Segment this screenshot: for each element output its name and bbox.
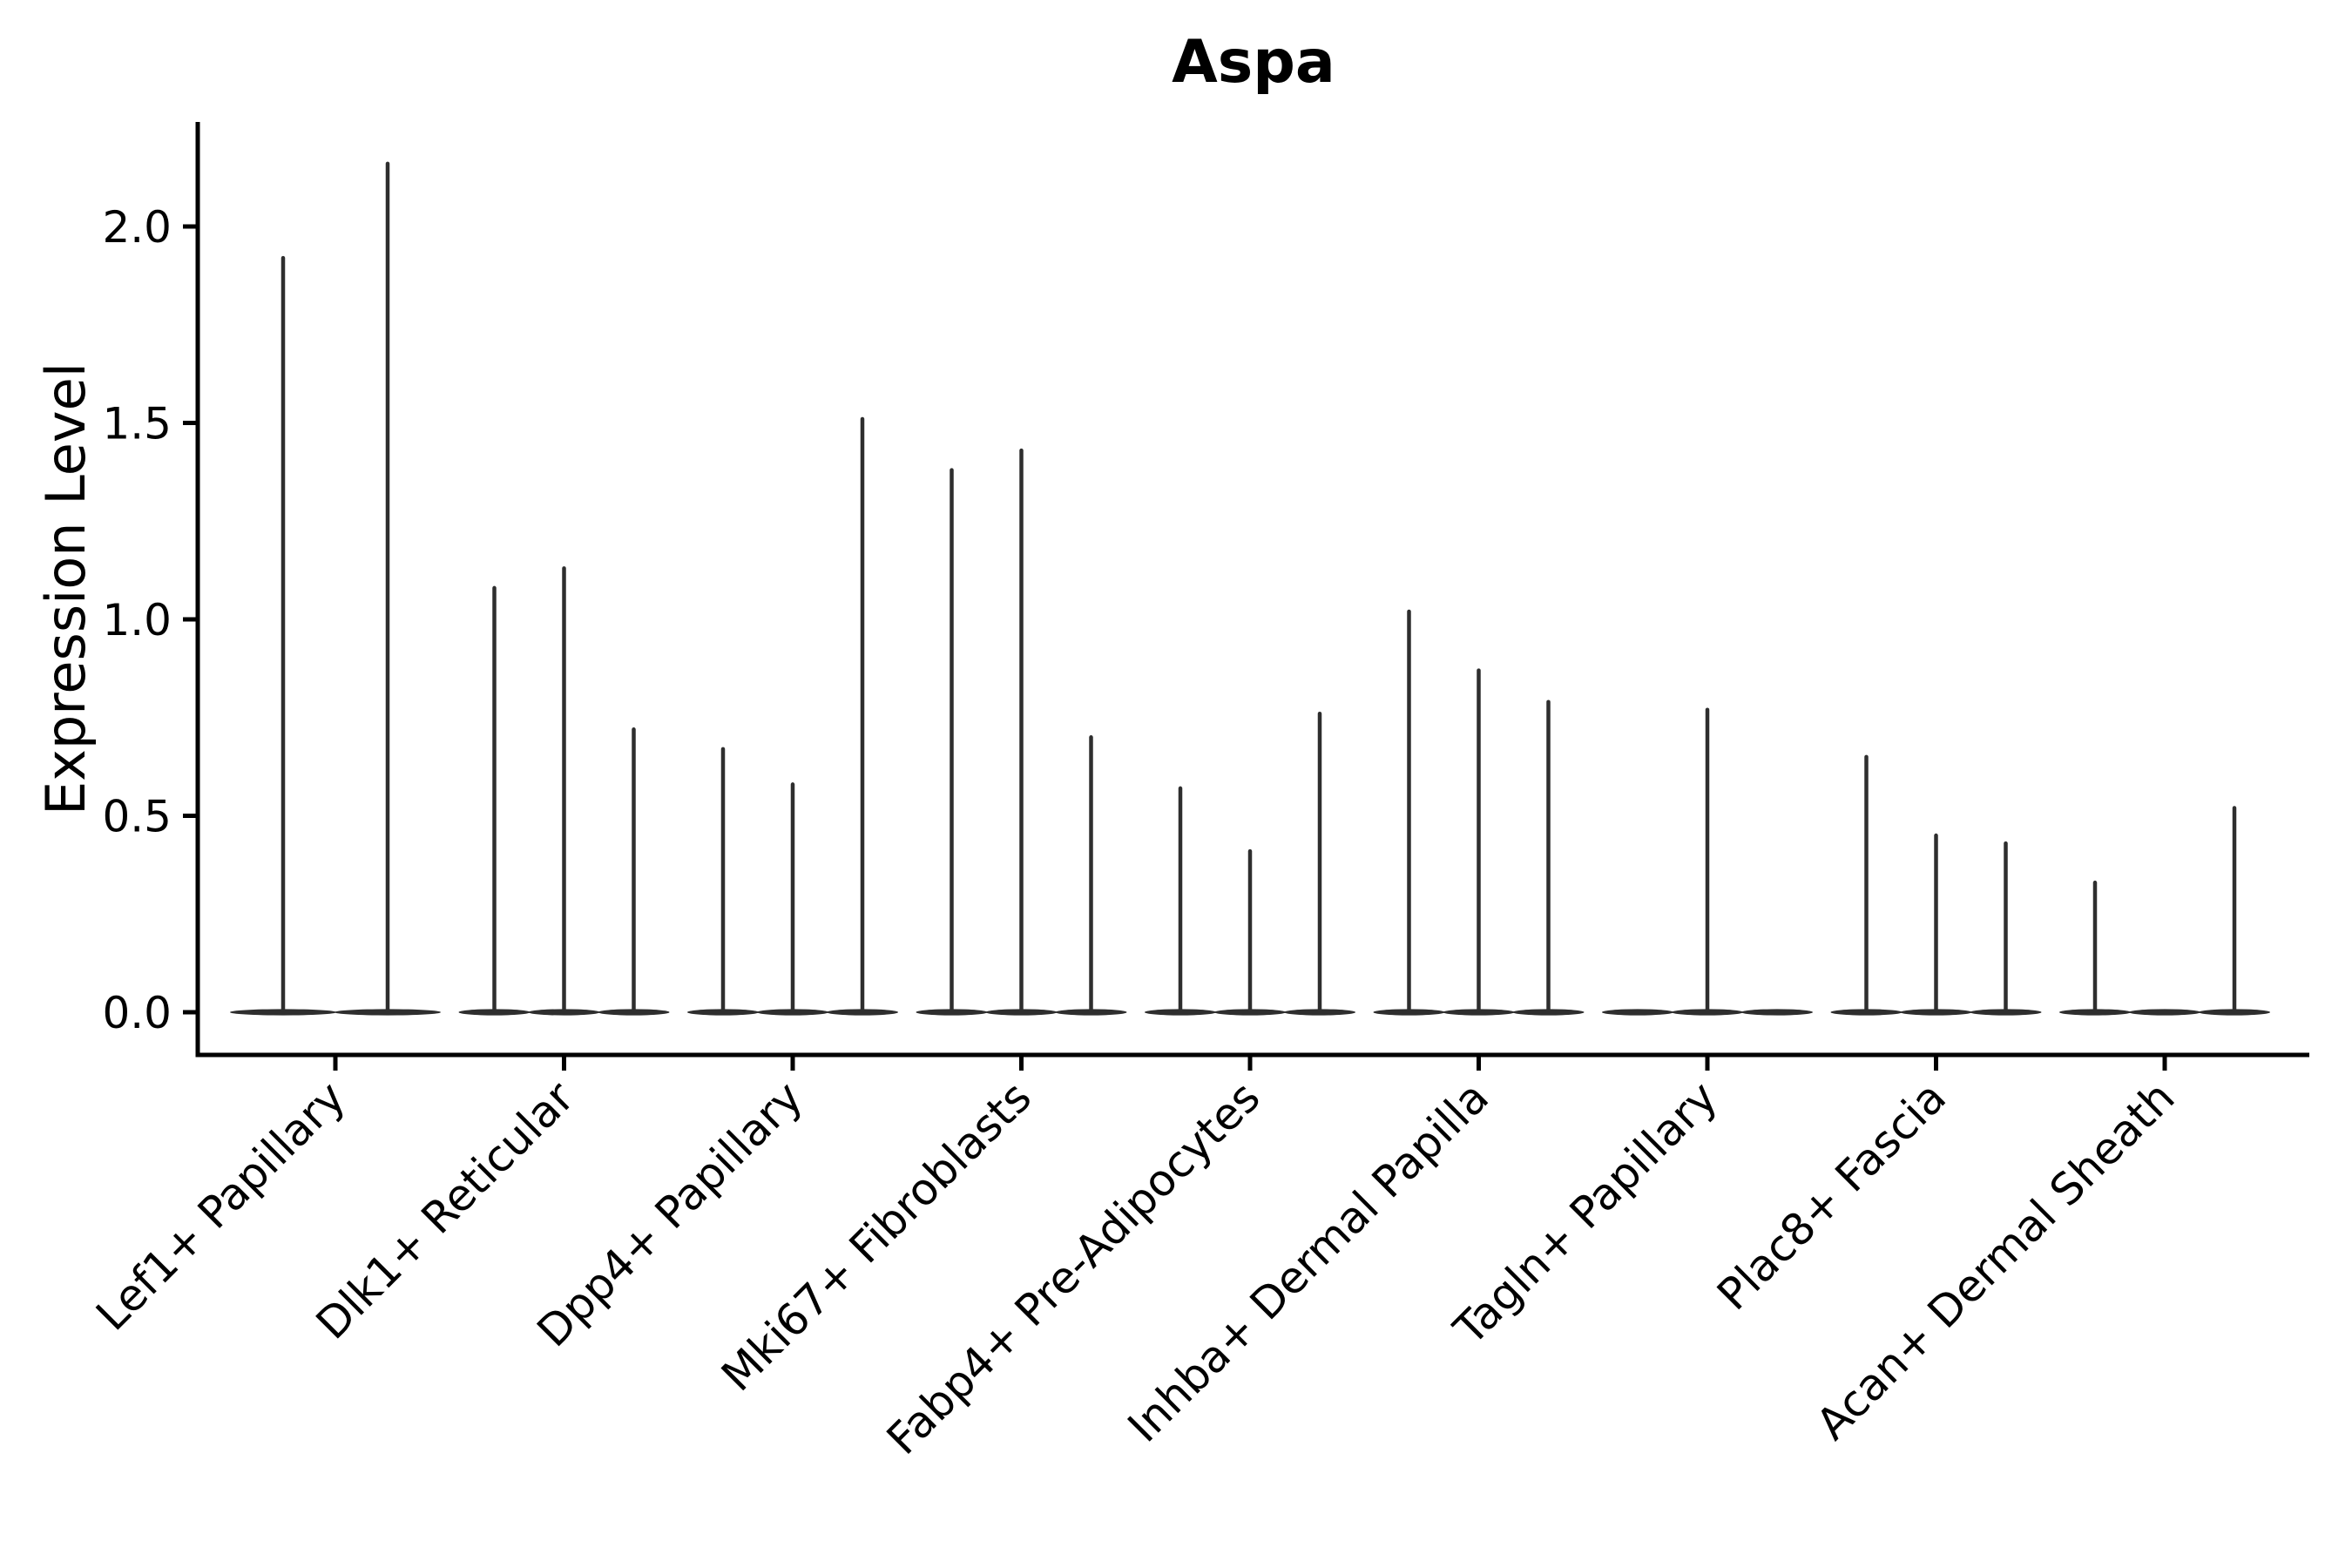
y-tick-label: 1.0: [102, 595, 172, 645]
y-tick-label: 0.0: [102, 988, 172, 1038]
y-tick-label: 1.5: [102, 399, 172, 449]
x-tick-label: Lef1+ Papillary: [86, 1071, 355, 1340]
y-tick-label: 2.0: [102, 202, 172, 253]
x-tick-label: Fabp4+ Pre-Adipocytes: [877, 1071, 1270, 1464]
violin-base: [1741, 1009, 1813, 1016]
x-tick-label: Plac8+ Fascia: [1707, 1071, 1956, 1320]
y-tick-label: 0.5: [102, 792, 172, 842]
chart-title: Aspa: [1172, 28, 1335, 97]
x-tick-label: Inhba+ Dermal Papilla: [1119, 1071, 1498, 1451]
violin-base: [1602, 1009, 1673, 1016]
violin-base: [2129, 1009, 2200, 1016]
